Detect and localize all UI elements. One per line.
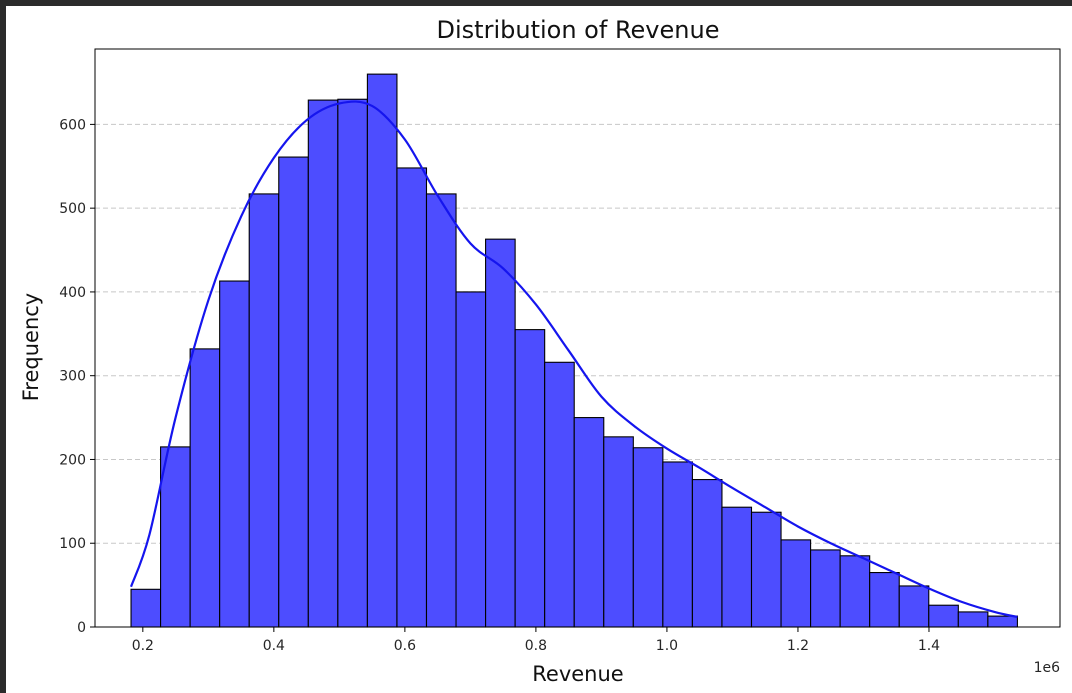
histogram-bar xyxy=(691,479,723,628)
y-tick-label: 100 xyxy=(59,536,86,552)
y-tick-label: 200 xyxy=(59,452,86,468)
histogram-bar xyxy=(632,447,664,628)
histogram-bar xyxy=(130,588,162,628)
y-tick-label: 0 xyxy=(77,620,86,636)
x-tick-label: 0.4 xyxy=(263,638,285,654)
chart-title: Distribution of Revenue xyxy=(437,16,720,44)
histogram-bar xyxy=(189,348,221,628)
histogram-bar xyxy=(750,511,782,628)
histogram-bar xyxy=(810,549,841,628)
histogram-bar xyxy=(514,329,546,628)
kde-layer xyxy=(129,100,1018,619)
x-axis-offset-label: 1e6 xyxy=(1034,660,1061,676)
histogram-bar xyxy=(366,73,398,628)
histogram-bar xyxy=(957,611,989,628)
histogram-bar xyxy=(248,193,280,628)
histogram-bar xyxy=(219,280,250,628)
histogram-bar xyxy=(987,615,1018,628)
histogram-chart: 0.2 0.4 0.6 0.8 1.0 1.2 1.4 0 100 200 300 400 500 600… xyxy=(19,16,1061,686)
plot-frame xyxy=(94,48,1061,628)
histogram-bar xyxy=(544,361,575,628)
histogram-bar xyxy=(721,506,753,628)
histogram-bar xyxy=(278,156,309,628)
chart-figure: 0.2 0.4 0.6 0.8 1.0 1.2 1.4 0 100 200 300 400 500 600… xyxy=(6,6,1072,693)
histogram-bar xyxy=(898,585,930,628)
x-tick-label: 1.0 xyxy=(656,638,678,654)
histogram-bar xyxy=(839,555,871,628)
y-tick-label: 500 xyxy=(59,201,86,217)
x-tick-label: 0.2 xyxy=(132,638,154,654)
histogram-bar xyxy=(780,539,812,628)
histogram-bar xyxy=(928,604,959,628)
histogram-bar xyxy=(869,572,900,628)
x-tick-label: 0.8 xyxy=(525,638,547,654)
histogram-bar xyxy=(425,193,457,628)
x-tick-label: 0.6 xyxy=(394,638,416,654)
bars-layer xyxy=(130,73,1018,628)
x-tick-label: 1.2 xyxy=(787,638,809,654)
histogram-bar xyxy=(485,238,516,628)
histogram-bar xyxy=(337,98,368,628)
histogram-bar xyxy=(160,446,191,628)
x-tick-label: 1.4 xyxy=(918,638,940,654)
histogram-bar xyxy=(396,167,428,628)
histogram-bar xyxy=(662,461,693,628)
histogram-bar xyxy=(307,99,339,628)
histogram-bar xyxy=(603,436,634,628)
axes-layer: 0.2 0.4 0.6 0.8 1.0 1.2 1.4 0 100 200 300 400 500 600 xyxy=(59,48,1061,654)
y-tick-label: 600 xyxy=(59,117,86,133)
y-tick-label: 400 xyxy=(59,285,86,301)
y-axis-label: Frequency xyxy=(19,293,43,402)
histogram-bar xyxy=(573,417,605,628)
kde-line xyxy=(129,100,1018,619)
x-axis-label: Revenue xyxy=(532,662,623,686)
y-tick-label: 300 xyxy=(59,369,86,385)
histogram-bar xyxy=(455,291,487,628)
